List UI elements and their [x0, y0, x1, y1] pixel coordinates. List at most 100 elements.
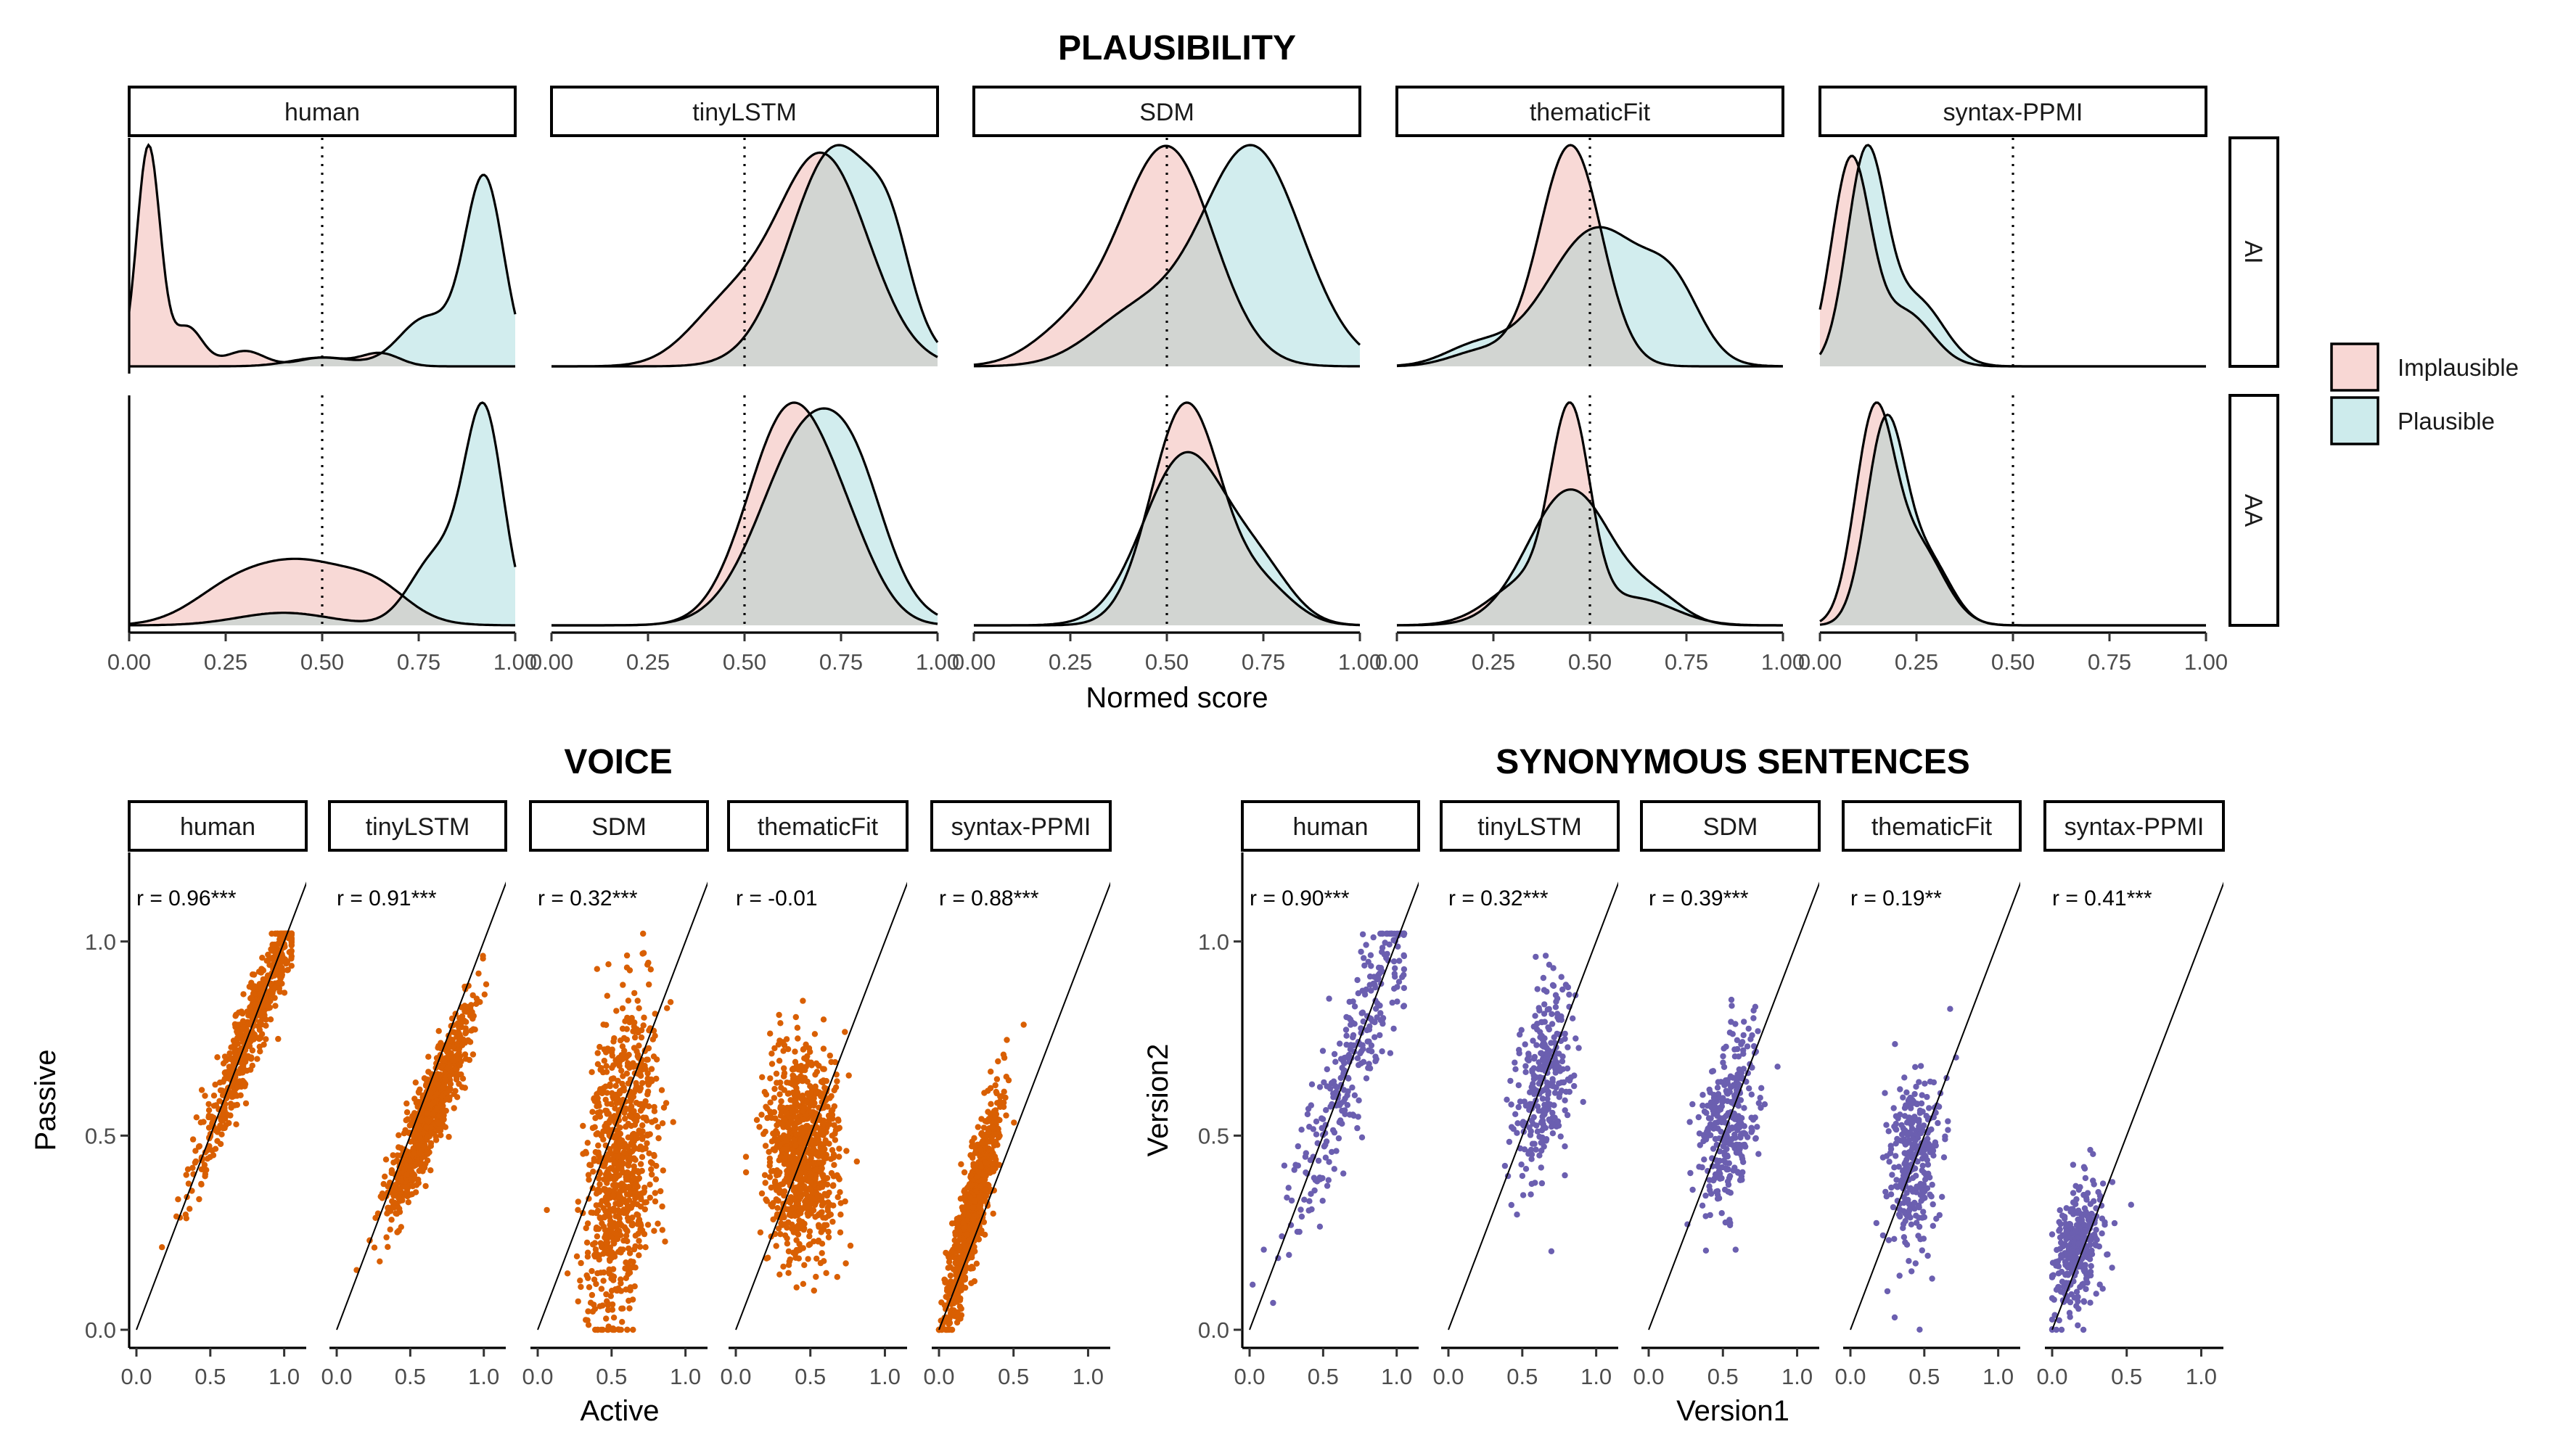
voice-point: [398, 1224, 404, 1230]
voice-strip-human: [128, 800, 308, 852]
density-area-implausible-human-AI: [129, 145, 515, 366]
voice-point: [847, 1242, 854, 1249]
voice-point: [821, 1222, 828, 1228]
voice-point: [607, 1293, 614, 1299]
voice-point: [802, 1067, 808, 1074]
voice-point: [394, 1229, 401, 1235]
synonymous-point: [1565, 1044, 1571, 1050]
voice-y-tick-label: 0.0: [85, 1317, 116, 1343]
synonymous-point: [1536, 1152, 1543, 1159]
synonymous-point: [1347, 1016, 1354, 1023]
voice-point: [421, 1143, 427, 1150]
voice-point: [825, 1234, 832, 1241]
synonymous-point: [1401, 1003, 1408, 1009]
voice-point: [801, 1055, 808, 1062]
synonymous-point: [1522, 1041, 1528, 1048]
voice-point: [1004, 1037, 1010, 1043]
voice-point: [385, 1204, 391, 1212]
synonymous-point: [1528, 1083, 1535, 1090]
synonymous-point: [1546, 961, 1553, 968]
voice-point: [813, 1090, 820, 1097]
voice-point: [800, 1177, 806, 1184]
synonymous-point: [1514, 1120, 1521, 1127]
voice-x-tick-label: 0.0: [321, 1364, 352, 1389]
synonymous-point: [1549, 1011, 1555, 1018]
voice-point: [797, 1073, 804, 1079]
voice-point: [418, 1116, 425, 1124]
voice-point: [623, 964, 631, 971]
synonymous-point: [1355, 990, 1362, 997]
voice-x-tick-label: 0.5: [194, 1364, 226, 1389]
voice-point: [971, 1135, 977, 1142]
voice-point: [210, 1152, 217, 1159]
voice-points-thematicFit: [735, 881, 907, 1330]
voice-point: [254, 1056, 261, 1062]
synonymous-point: [1369, 1018, 1376, 1024]
synonymous-point: [1510, 1126, 1517, 1132]
voice-point: [598, 1286, 605, 1292]
density-line-plausible-SDM-AI: [974, 144, 1361, 368]
voice-point: [214, 1129, 221, 1135]
voice-point: [411, 1150, 418, 1157]
voice-point: [1005, 1077, 1012, 1084]
voice-point: [626, 1297, 632, 1304]
synonymous-point: [1335, 1135, 1342, 1142]
synonymous-point: [1567, 1074, 1574, 1081]
voice-point: [578, 1259, 584, 1267]
voice-point: [457, 1035, 464, 1042]
voice-point: [818, 1078, 825, 1085]
synonymous-point: [1551, 1114, 1558, 1121]
synonymous-point: [1315, 1157, 1322, 1164]
density-overlap-SDM-AA: [974, 452, 1360, 625]
synonymous-point: [1533, 1042, 1540, 1048]
voice-point: [810, 1189, 817, 1196]
synonymous-point: [1541, 1106, 1547, 1113]
voice-point: [447, 1081, 454, 1087]
density-line-plausible-tinyLSTM-AA: [551, 407, 938, 627]
synonymous-point: [1390, 958, 1398, 965]
synonymous-point: [1349, 1084, 1356, 1091]
synonymous-point: [1528, 1191, 1534, 1198]
synonymous-point: [1298, 1127, 1305, 1133]
voice-point: [371, 1244, 378, 1251]
voice-point: [462, 1051, 469, 1058]
voice-point: [205, 1114, 212, 1121]
synonymous-point: [1319, 1048, 1326, 1054]
synonymous-point: [1372, 1053, 1379, 1060]
voice-point: [845, 1072, 852, 1079]
voice-point: [427, 1090, 435, 1097]
synonymous-point: [1354, 1124, 1361, 1132]
voice-point: [808, 1179, 814, 1185]
voice-point: [586, 1177, 592, 1183]
voice-point: [618, 1249, 624, 1256]
voice-x-axis-label: Active: [581, 1395, 660, 1427]
voice-point: [216, 1098, 223, 1104]
voice-point: [776, 1225, 782, 1232]
voice-point: [582, 1148, 589, 1156]
voice-point: [578, 1283, 584, 1291]
voice-point: [836, 1176, 842, 1183]
synonymous-point: [1548, 1040, 1554, 1046]
voice-point: [647, 1131, 653, 1138]
synonymous-point: [1377, 1032, 1383, 1039]
voice-point: [836, 1146, 842, 1152]
voice-point: [667, 999, 674, 1005]
voice-point: [227, 1112, 234, 1119]
voice-point: [198, 1087, 205, 1093]
voice-point: [954, 1319, 961, 1326]
voice-point: [777, 1103, 784, 1110]
synonymous-point: [1530, 1037, 1536, 1044]
voice-point: [781, 1065, 787, 1072]
voice-point: [776, 1271, 783, 1278]
voice-point: [623, 1070, 631, 1077]
voice-point: [607, 1244, 614, 1251]
voice-point: [585, 1308, 591, 1315]
voice-point: [823, 1270, 829, 1277]
voice-point: [807, 1083, 813, 1090]
voice-point: [608, 1101, 615, 1108]
voice-point: [412, 1189, 419, 1196]
voice-point: [183, 1215, 189, 1222]
synonymous-point: [1562, 1143, 1568, 1150]
voice-point: [624, 1169, 631, 1176]
